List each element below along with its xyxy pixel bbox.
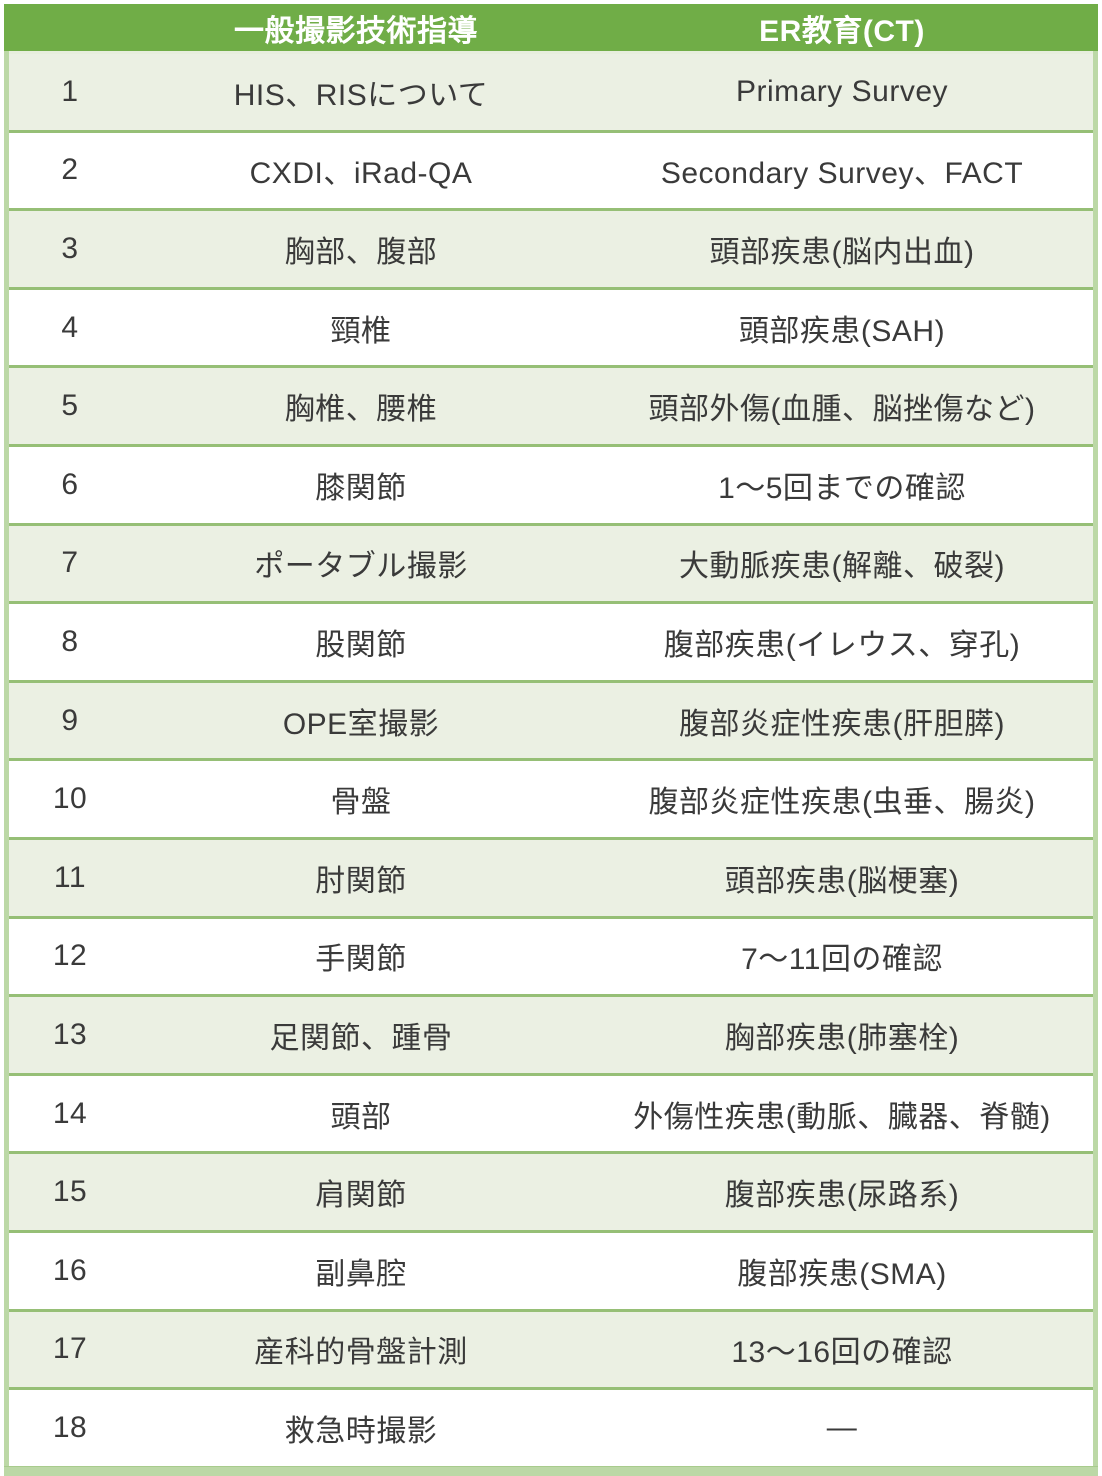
er-education-cell: Secondary Survey、FACT	[660, 157, 1024, 191]
er-education-cell: 胸部疾患(肺塞栓)	[724, 1021, 960, 1055]
row-number-cell: 8	[61, 624, 79, 658]
general-radiography-cell: 頭部	[330, 1100, 392, 1134]
er-education-cell: 頭部疾患(脳内出血)	[709, 235, 975, 269]
table-row: 16 副鼻腔 腹部疾患(SMA)	[9, 1229, 1093, 1309]
table-row: 18 救急時撮影 —	[9, 1387, 1093, 1466]
table-row: 17 産科的骨盤計測 13〜16回の確認	[9, 1308, 1093, 1388]
er-education-cell: 頭部疾患(SAH)	[738, 314, 946, 348]
table-body: 1 HIS、RISについて Primary Survey 2 CXDI、iRad-QA S…	[4, 51, 1098, 1466]
row-number-cell: 5	[61, 389, 79, 423]
table-row: 15 肩関節 腹部疾患(尿路系)	[9, 1151, 1093, 1230]
er-education-cell: —	[826, 1410, 858, 1444]
er-education-cell: 外傷性疾患(動脈、臓器、脊髄)	[633, 1100, 1051, 1134]
table-row: 12 手関節 7〜11回の確認	[9, 915, 1093, 995]
row-number-cell: 9	[61, 703, 79, 737]
er-education-cell: 頭部疾患(脳梗塞)	[724, 864, 960, 898]
table-row: 5 胸椎、腰椎 頭部外傷(血腫、脳挫傷など)	[9, 365, 1093, 444]
general-radiography-cell: 肘関節	[315, 864, 407, 898]
general-radiography-cell: CXDI、iRad-QA	[249, 157, 473, 191]
table-row: 1 HIS、RISについて Primary Survey	[9, 51, 1093, 130]
row-number-cell: 13	[52, 1017, 88, 1051]
er-education-cell: 腹部疾患(イレウス、穿孔)	[663, 628, 1021, 662]
row-number-cell: 14	[52, 1096, 88, 1130]
table-row: 3 胸部、腹部 頭部疾患(脳内出血)	[9, 208, 1093, 287]
general-radiography-cell: ポータブル撮影	[254, 550, 468, 584]
table-row: 13 足関節、踵骨 胸部疾患(肺塞栓)	[9, 994, 1093, 1073]
general-radiography-cell: 胸部、腹部	[284, 235, 438, 269]
table-row: 11 肘関節 頭部疾患(脳梗塞)	[9, 836, 1093, 916]
general-radiography-cell: 膝関節	[315, 471, 407, 505]
general-radiography-cell: 胸椎、腰椎	[284, 393, 438, 427]
row-number-cell: 10	[52, 782, 88, 816]
table-row: 7 ポータブル撮影 大動脈疾患(解離、破裂)	[9, 522, 1093, 602]
general-radiography-cell: 副鼻腔	[315, 1257, 407, 1291]
row-number-cell: 15	[52, 1175, 88, 1209]
table-bottom-border	[4, 1465, 1098, 1476]
table-row: 10 骨盤 腹部炎症性疾患(虫垂、腸炎)	[9, 758, 1093, 837]
row-number-cell: 12	[52, 939, 88, 973]
general-radiography-cell: 救急時撮影	[284, 1414, 438, 1448]
row-number-cell: 3	[61, 231, 79, 265]
er-education-cell: 13〜16回の確認	[731, 1336, 953, 1370]
column-header-general-radiography: 一般撮影技術指導	[234, 14, 478, 48]
general-radiography-cell: 骨盤	[330, 786, 392, 820]
er-education-cell: 腹部疾患(SMA)	[737, 1257, 947, 1291]
general-radiography-cell: OPE室撮影	[282, 707, 440, 741]
er-education-cell: 腹部疾患(尿路系)	[724, 1179, 960, 1213]
row-number-cell: 16	[52, 1253, 88, 1287]
er-education-cell: 7〜11回の確認	[741, 943, 943, 977]
training-schedule-table: 一般撮影技術指導 ER教育(CT) 1 HIS、RISについて Primary Su…	[4, 4, 1098, 1476]
er-education-cell: Primary Survey	[735, 74, 949, 108]
column-header-er-education-ct: ER教育(CT)	[759, 14, 925, 48]
row-number-cell: 18	[52, 1410, 88, 1444]
general-radiography-cell: 頸椎	[330, 314, 392, 348]
row-number-cell: 1	[61, 74, 79, 108]
table-header-row: 一般撮影技術指導 ER教育(CT)	[4, 4, 1098, 51]
general-radiography-cell: 産科的骨盤計測	[254, 1336, 468, 1370]
er-education-cell: 腹部炎症性疾患(虫垂、腸炎)	[648, 786, 1036, 820]
general-radiography-cell: 手関節	[315, 943, 407, 977]
table-row: 9 OPE室撮影 腹部炎症性疾患(肝胆膵)	[9, 679, 1093, 759]
row-number-cell: 4	[61, 310, 79, 344]
general-radiography-cell: 股関節	[315, 628, 407, 662]
general-radiography-cell: HIS、RISについて	[233, 78, 489, 112]
table-row: 4 頸椎 頭部疾患(SAH)	[9, 286, 1093, 366]
table-row: 6 膝関節 1〜5回までの確認	[9, 443, 1093, 523]
er-education-cell: 1〜5回までの確認	[718, 471, 966, 505]
er-education-cell: 頭部外傷(血腫、脳挫傷など)	[648, 393, 1036, 427]
row-number-cell: 17	[52, 1332, 88, 1366]
row-number-cell: 11	[53, 860, 87, 894]
row-number-cell: 7	[61, 546, 79, 580]
general-radiography-cell: 足関節、踵骨	[269, 1021, 453, 1055]
er-education-cell: 腹部炎症性疾患(肝胆膵)	[679, 707, 1005, 741]
row-number-cell: 6	[61, 467, 79, 501]
table-row: 2 CXDI、iRad-QA Secondary Survey、FACT	[9, 129, 1093, 209]
table-row: 14 頭部 外傷性疾患(動脈、臓器、脊髄)	[9, 1072, 1093, 1152]
table-row: 8 股関節 腹部疾患(イレウス、穿孔)	[9, 601, 1093, 680]
er-education-cell: 大動脈疾患(解離、破裂)	[679, 550, 1005, 584]
general-radiography-cell: 肩関節	[315, 1179, 407, 1213]
row-number-cell: 2	[61, 153, 79, 187]
